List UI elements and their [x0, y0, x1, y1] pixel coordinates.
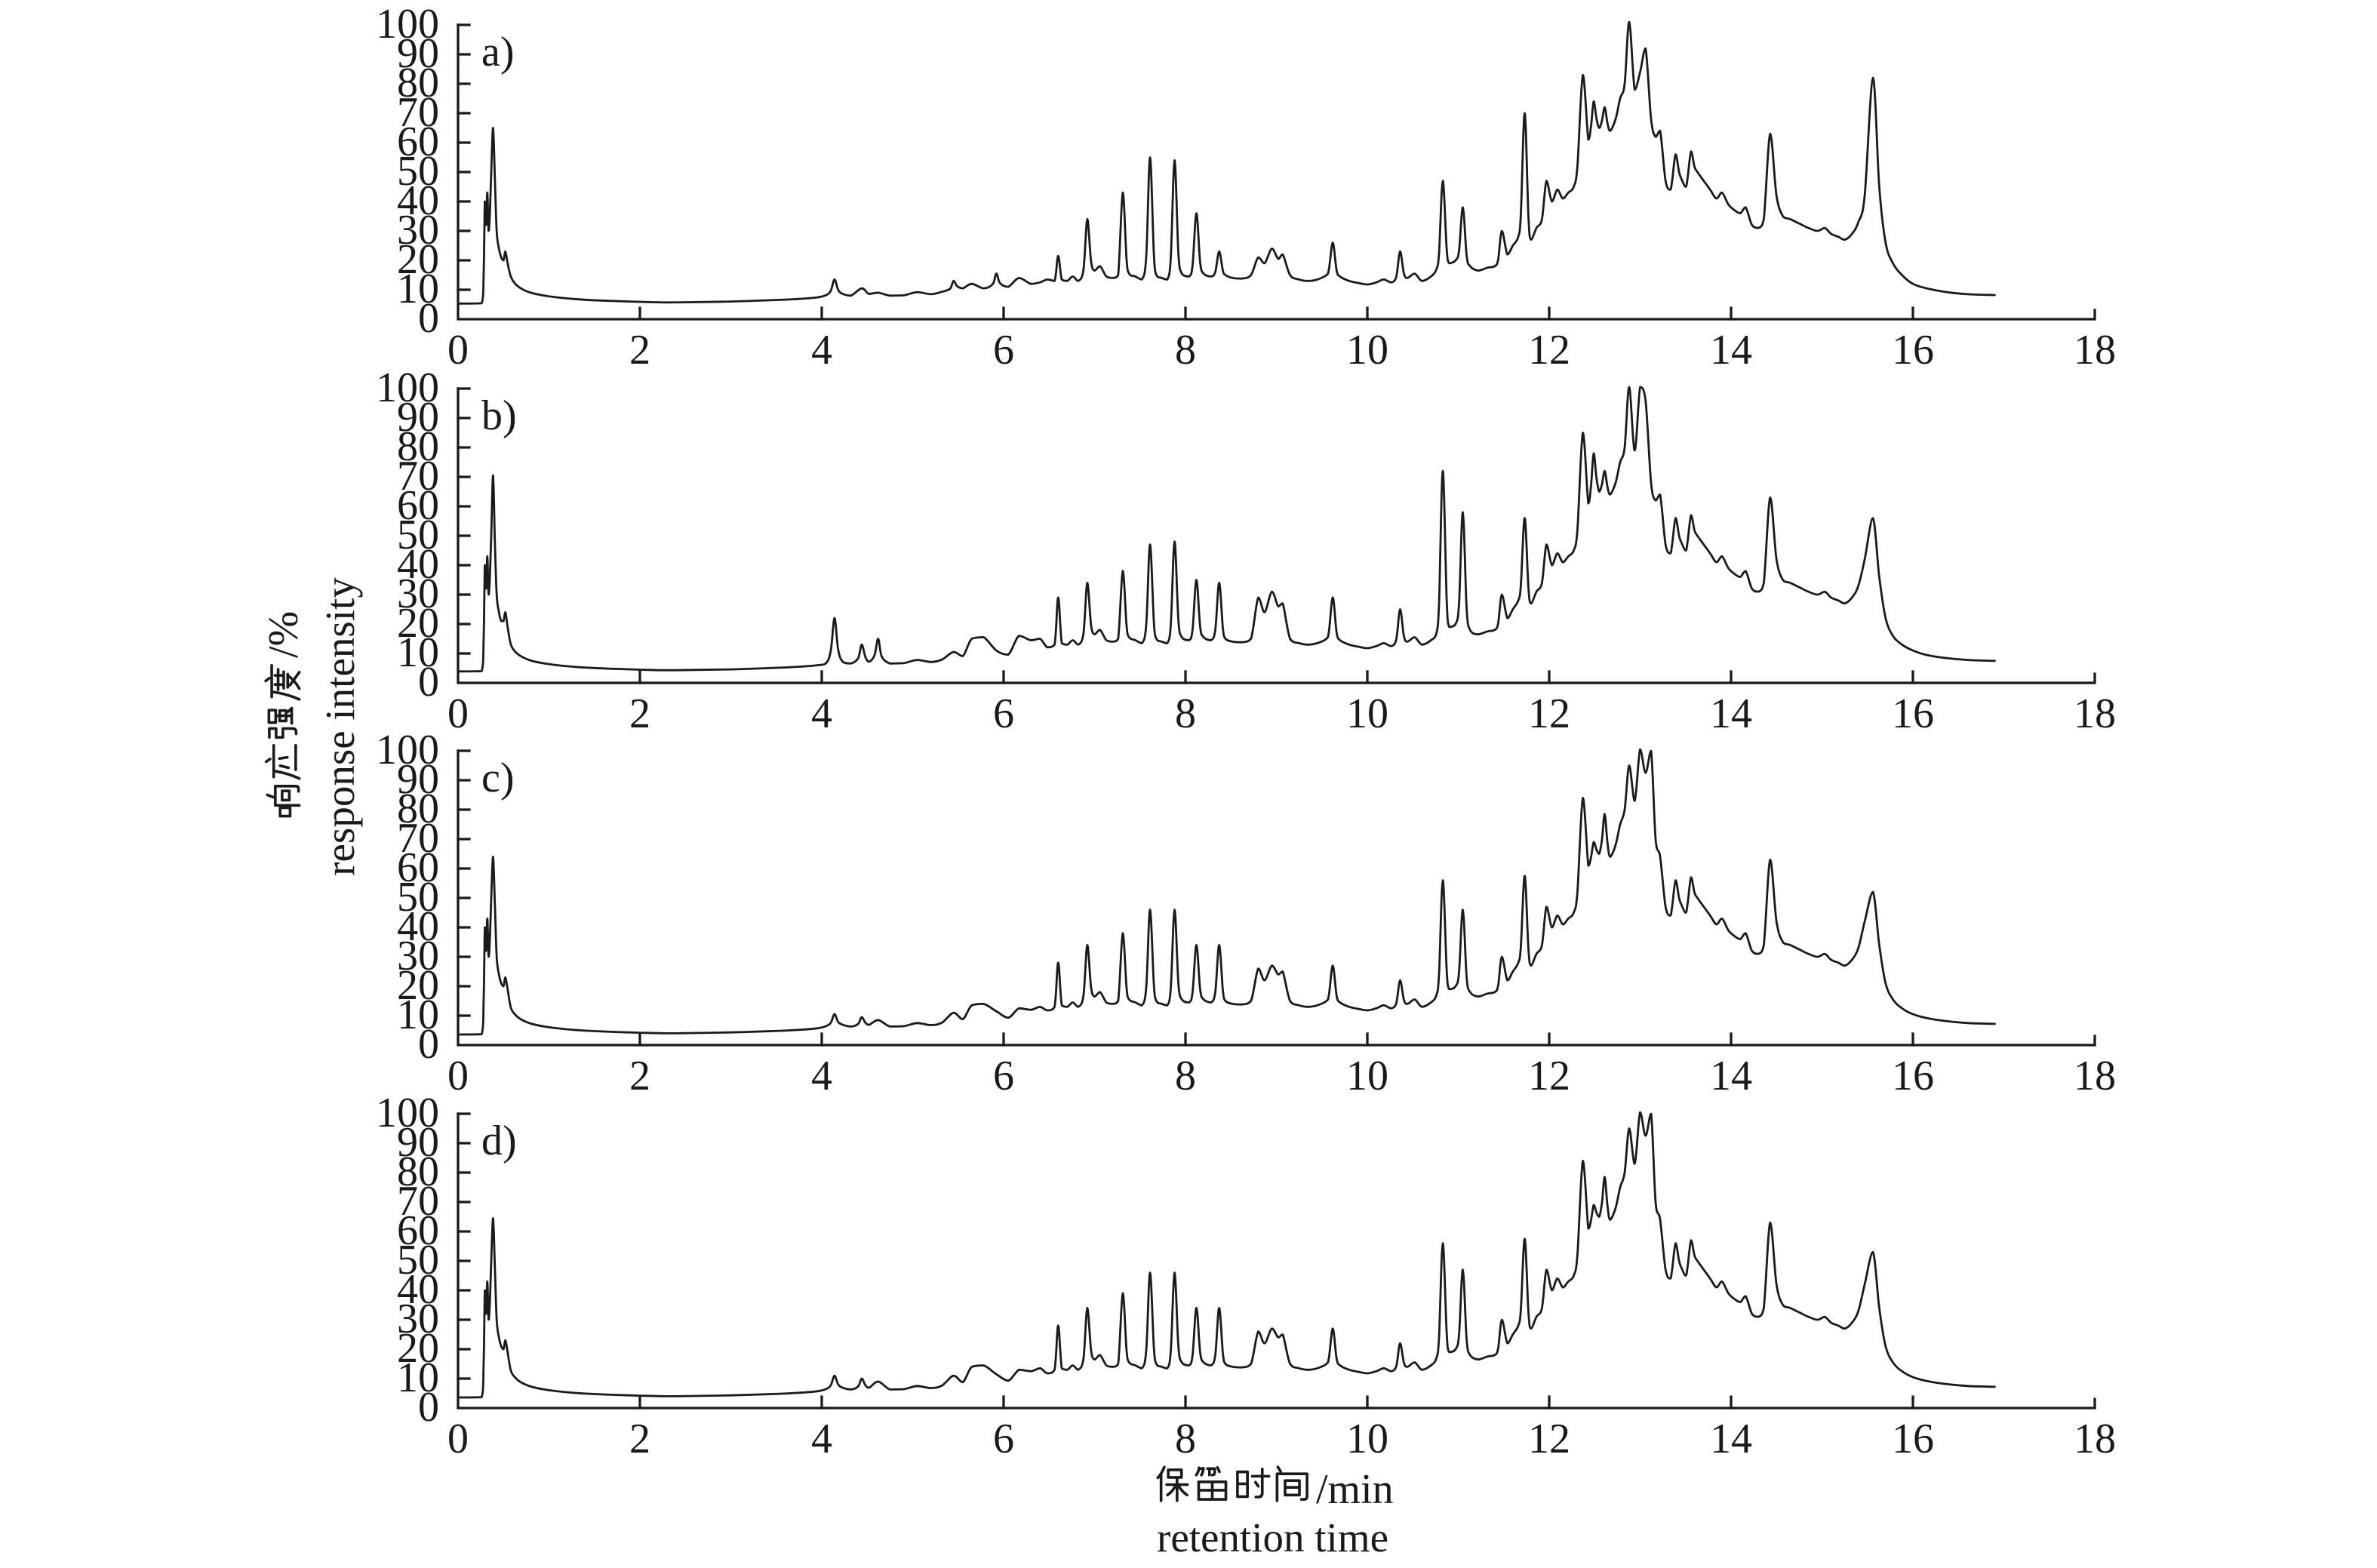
svg-text:0: 0 — [447, 1416, 469, 1462]
svg-text:80: 80 — [397, 60, 439, 106]
svg-text:20: 20 — [397, 600, 439, 647]
svg-text:80: 80 — [397, 786, 439, 832]
svg-text:70: 70 — [397, 453, 439, 500]
svg-text:70: 70 — [397, 815, 439, 862]
svg-text:10: 10 — [1346, 1416, 1388, 1462]
svg-text:4: 4 — [811, 327, 832, 374]
svg-text:10: 10 — [397, 1354, 439, 1401]
svg-text:0: 0 — [418, 1021, 439, 1068]
svg-text:0: 0 — [418, 1384, 439, 1431]
svg-text:20: 20 — [397, 1325, 439, 1372]
svg-text:16: 16 — [1892, 1416, 1934, 1462]
svg-text:60: 60 — [397, 844, 439, 891]
svg-text:18: 18 — [2074, 327, 2116, 374]
svg-text:8: 8 — [1175, 327, 1196, 374]
svg-text:6: 6 — [993, 327, 1014, 374]
svg-text:14: 14 — [1710, 690, 1752, 737]
svg-text:70: 70 — [397, 1178, 439, 1225]
svg-text:/%: /% — [260, 611, 307, 658]
svg-text:10: 10 — [397, 629, 439, 676]
svg-text:8: 8 — [1175, 1053, 1196, 1099]
svg-text:/min: /min — [1316, 1466, 1394, 1513]
svg-text:40: 40 — [397, 541, 439, 588]
svg-text:70: 70 — [397, 89, 439, 136]
svg-text:14: 14 — [1710, 327, 1752, 374]
svg-text:60: 60 — [397, 1207, 439, 1254]
svg-text:14: 14 — [1710, 1416, 1752, 1462]
svg-text:8: 8 — [1175, 1416, 1196, 1462]
svg-text:20: 20 — [397, 236, 439, 283]
svg-text:10: 10 — [397, 266, 439, 312]
svg-text:2: 2 — [629, 327, 650, 374]
svg-text:4: 4 — [811, 1416, 832, 1462]
svg-text:18: 18 — [2074, 1416, 2116, 1462]
svg-text:100: 100 — [376, 727, 439, 773]
svg-text:12: 12 — [1528, 1053, 1570, 1099]
svg-text:80: 80 — [397, 423, 439, 470]
svg-text:50: 50 — [397, 874, 439, 921]
svg-text:20: 20 — [397, 962, 439, 1009]
svg-text:6: 6 — [993, 1416, 1014, 1462]
svg-text:0: 0 — [418, 659, 439, 706]
svg-text:0: 0 — [447, 1053, 469, 1099]
svg-text:100: 100 — [376, 1090, 439, 1136]
svg-text:retention time: retention time — [1157, 1514, 1388, 1560]
svg-text:12: 12 — [1528, 690, 1570, 737]
svg-text:10: 10 — [1346, 327, 1388, 374]
svg-text:30: 30 — [397, 570, 439, 617]
svg-text:60: 60 — [397, 118, 439, 165]
svg-text:18: 18 — [2074, 690, 2116, 737]
svg-text:response intensity: response intensity — [317, 577, 363, 876]
svg-text:100: 100 — [376, 1, 439, 48]
svg-text:14: 14 — [1710, 1053, 1752, 1099]
svg-text:a): a) — [481, 29, 515, 75]
svg-text:12: 12 — [1528, 327, 1570, 374]
svg-text:30: 30 — [397, 933, 439, 979]
svg-text:90: 90 — [397, 1119, 439, 1166]
svg-text:2: 2 — [629, 1416, 650, 1462]
svg-text:16: 16 — [1892, 1053, 1934, 1099]
svg-text:90: 90 — [397, 30, 439, 77]
svg-text:0: 0 — [447, 327, 469, 374]
svg-text:6: 6 — [993, 1053, 1014, 1099]
svg-text:18: 18 — [2074, 1053, 2116, 1099]
svg-text:4: 4 — [811, 1053, 832, 1099]
svg-text:40: 40 — [397, 177, 439, 224]
svg-text:50: 50 — [397, 1237, 439, 1284]
svg-text:50: 50 — [397, 512, 439, 558]
svg-text:6: 6 — [993, 690, 1014, 737]
svg-text:30: 30 — [397, 1296, 439, 1342]
svg-text:30: 30 — [397, 207, 439, 254]
svg-text:60: 60 — [397, 482, 439, 529]
svg-text:16: 16 — [1892, 690, 1934, 737]
svg-text:0: 0 — [447, 690, 469, 737]
svg-text:50: 50 — [397, 148, 439, 195]
svg-text:40: 40 — [397, 1266, 439, 1313]
svg-text:c): c) — [481, 755, 515, 801]
svg-text:90: 90 — [397, 756, 439, 803]
svg-text:10: 10 — [1346, 1053, 1388, 1099]
svg-text:16: 16 — [1892, 327, 1934, 374]
svg-text:2: 2 — [629, 1053, 650, 1099]
svg-text:10: 10 — [1346, 690, 1388, 737]
svg-text:90: 90 — [397, 394, 439, 441]
svg-text:2: 2 — [629, 690, 650, 737]
svg-text:100: 100 — [376, 364, 439, 411]
svg-text:8: 8 — [1175, 690, 1196, 737]
svg-text:40: 40 — [397, 903, 439, 950]
svg-text:12: 12 — [1528, 1416, 1570, 1462]
svg-text:b): b) — [481, 392, 517, 439]
svg-text:0: 0 — [418, 295, 439, 342]
svg-text:10: 10 — [397, 992, 439, 1038]
svg-text:4: 4 — [811, 690, 832, 737]
svg-text:80: 80 — [397, 1148, 439, 1195]
svg-text:d): d) — [481, 1118, 517, 1164]
